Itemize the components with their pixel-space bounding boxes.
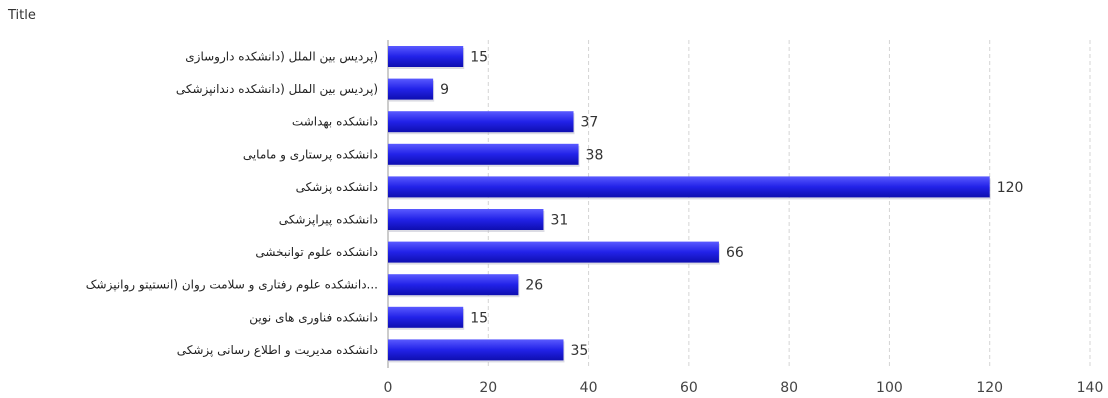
x-tick-label: 140 xyxy=(1077,380,1104,396)
bar xyxy=(388,306,464,328)
bar xyxy=(388,46,464,67)
x-tick-label: 40 xyxy=(580,380,598,396)
bar xyxy=(388,176,990,198)
category-label: دانشکده بهداشت xyxy=(292,115,378,129)
value-label: 15 xyxy=(470,50,488,66)
x-tick-label: 120 xyxy=(976,380,1003,396)
category-label: (پردیس بین الملل (دانشکده دندانپزشکی xyxy=(176,82,378,97)
category-label: دانشکده فناوری های نوین xyxy=(249,310,378,325)
bar xyxy=(388,274,519,296)
x-tick-label: 20 xyxy=(479,380,497,396)
bar xyxy=(388,78,434,100)
category-label: دانشکده علوم توانبخشی xyxy=(255,245,378,260)
value-label: 120 xyxy=(997,180,1024,196)
value-label: 35 xyxy=(571,343,589,359)
bar xyxy=(388,241,719,263)
x-tick-label: 80 xyxy=(780,380,798,396)
bar-layer xyxy=(388,46,991,363)
x-tick-label: 0 xyxy=(384,380,393,396)
category-label: ...دانشکده علوم رفتاری و سلامت روان (انس… xyxy=(86,278,378,293)
category-label: دانشکده پرستاری و مامایی xyxy=(243,147,378,162)
bar xyxy=(388,209,544,230)
bar xyxy=(388,339,564,361)
value-label: 31 xyxy=(550,213,568,229)
x-tick-label: 60 xyxy=(680,380,698,396)
value-label: 15 xyxy=(470,310,488,326)
value-label: 66 xyxy=(726,245,744,261)
bar xyxy=(388,143,579,165)
grid-layer xyxy=(387,40,1091,368)
category-label: دانشکده پزشکی xyxy=(296,180,378,195)
chart-title: Title xyxy=(8,8,36,23)
category-label: دانشکده مدیریت و اطلاع رسانی پزشکی xyxy=(177,343,378,358)
x-tick-label: 100 xyxy=(876,380,903,396)
category-label: دانشکده پیراپزشکی xyxy=(279,213,378,228)
value-label: 9 xyxy=(440,82,449,98)
value-label: 26 xyxy=(525,278,543,294)
label-layer: 0 20 40 60 80 100 120 140 (پردیس بین الملل (دانش… xyxy=(86,50,1104,397)
category-label: (پردیس بین الملل (دانشکده داروسازی xyxy=(185,50,378,65)
value-label: 38 xyxy=(586,147,604,163)
bar xyxy=(388,111,574,133)
value-label: 37 xyxy=(581,115,599,131)
